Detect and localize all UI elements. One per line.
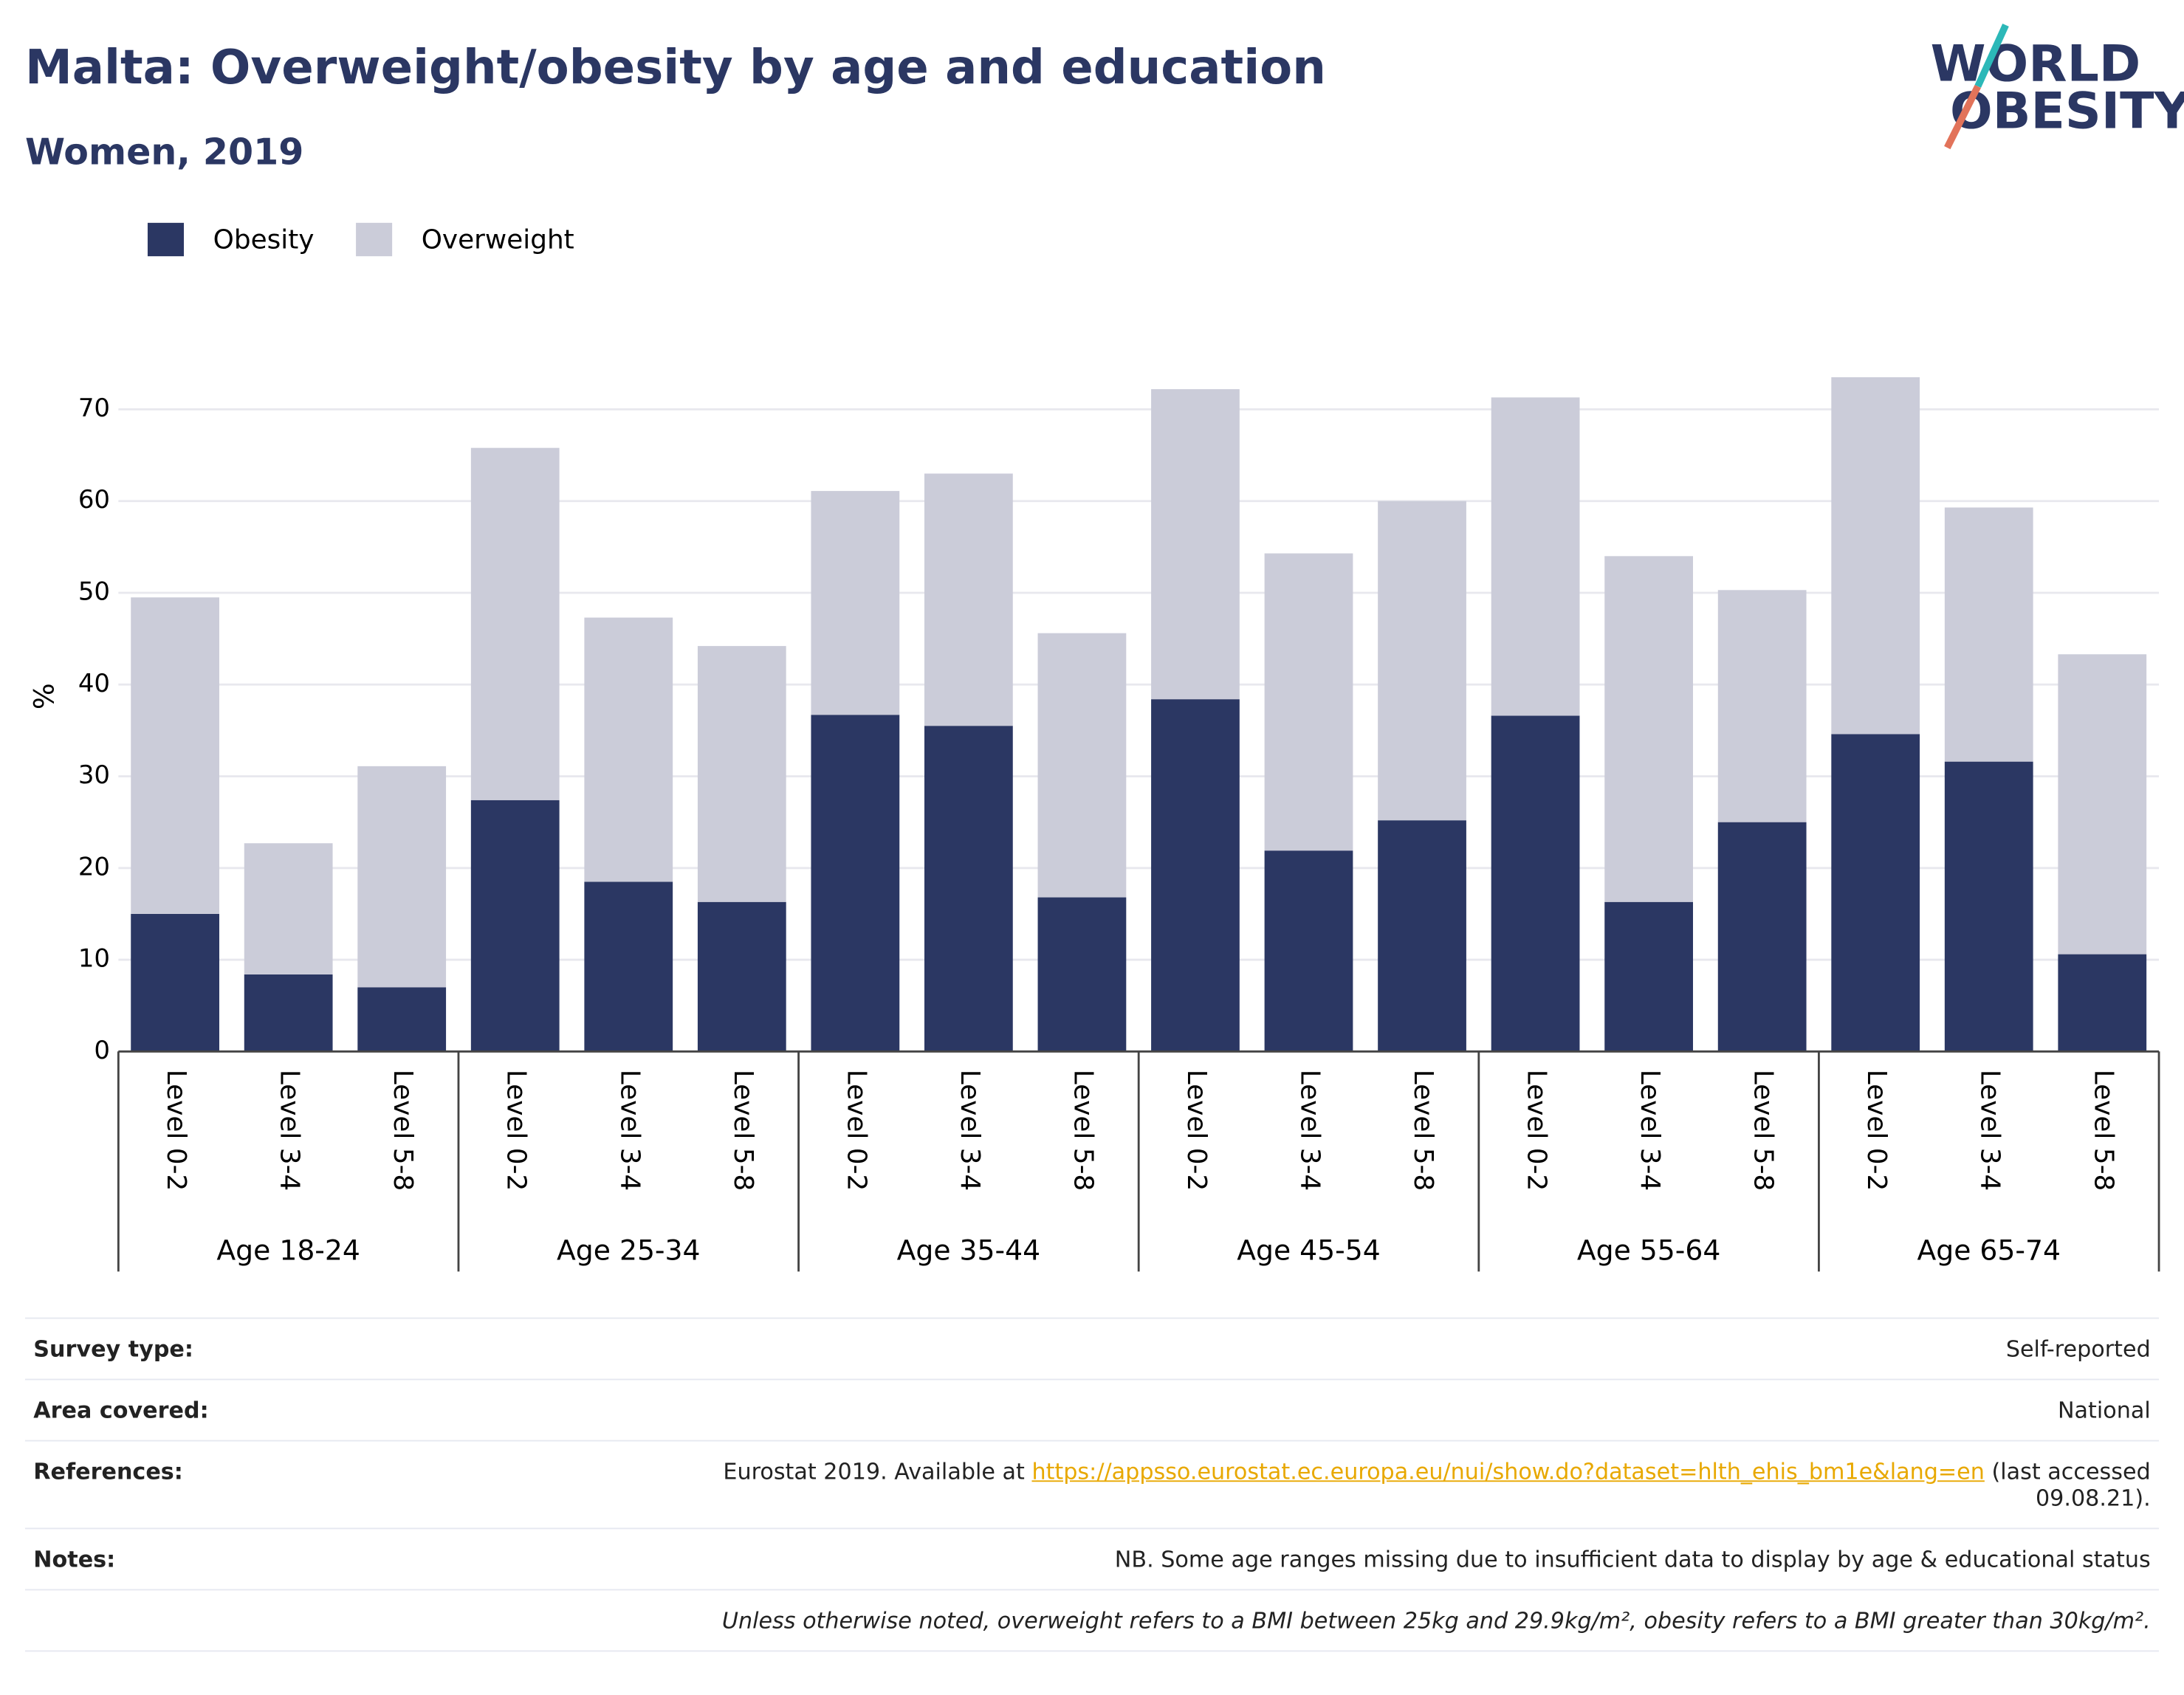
bar-segment bbox=[244, 843, 333, 974]
bar-segment bbox=[1944, 507, 2033, 762]
footer-row: Notes: NB. Some age ranges missing due to… bbox=[24, 1527, 2160, 1589]
x-tick-label: Level 3-4 bbox=[1635, 1070, 1665, 1191]
x-tick-label: Level 3-4 bbox=[955, 1070, 985, 1191]
footer-value: National bbox=[2057, 1397, 2151, 1423]
group-label: Age 18-24 bbox=[216, 1234, 360, 1266]
logo-slash bbox=[1974, 24, 2009, 88]
bar-segment bbox=[357, 987, 447, 1052]
bar-segment bbox=[697, 646, 786, 902]
y-tick-label: 60 bbox=[78, 485, 110, 515]
bar-segment bbox=[2058, 654, 2147, 955]
bar-segment bbox=[1378, 820, 1466, 1052]
x-tick-label: Level 5-8 bbox=[1068, 1070, 1098, 1191]
x-tick-label: Level 5-8 bbox=[1408, 1070, 1438, 1191]
footer-value: Self-reported bbox=[2005, 1335, 2151, 1362]
bar-segment bbox=[1491, 715, 1580, 1052]
group-label: Age 45-54 bbox=[1237, 1234, 1381, 1266]
bar-segment bbox=[1151, 389, 1240, 700]
footer-label: Area covered: bbox=[33, 1397, 209, 1423]
group-label: Age 55-64 bbox=[1577, 1234, 1721, 1266]
x-tick-label: Level 3-4 bbox=[1295, 1070, 1325, 1191]
y-tick-label: 10 bbox=[78, 944, 110, 974]
reference-suffix: (last accessed 09.08.21). bbox=[1984, 1458, 2151, 1511]
bar-segment bbox=[1717, 822, 1807, 1052]
x-tick-label: Level 5-8 bbox=[728, 1070, 758, 1191]
y-tick-label: 30 bbox=[78, 760, 110, 790]
footer-row: Area covered: National bbox=[24, 1378, 2160, 1440]
logo-slash bbox=[1944, 84, 1982, 150]
legend-label: Overweight bbox=[422, 224, 574, 255]
x-tick-label: Level 0-2 bbox=[1861, 1070, 1892, 1191]
bar-segment bbox=[811, 491, 900, 715]
footer-label: Notes: bbox=[33, 1545, 116, 1572]
footer-row: Survey type: Self-reported bbox=[24, 1317, 2160, 1379]
bar-segment bbox=[1944, 761, 2033, 1052]
logo-line1: WORLD bbox=[1931, 35, 2141, 93]
x-tick-label: Level 0-2 bbox=[161, 1070, 191, 1191]
bar-segment bbox=[1604, 556, 1694, 902]
x-tick-label: Level 5-8 bbox=[388, 1070, 418, 1191]
y-tick-label: 40 bbox=[78, 669, 110, 698]
footer-row: Unless otherwise noted, overweight refer… bbox=[24, 1589, 2160, 1652]
bar-segment bbox=[1037, 633, 1127, 898]
x-tick-label: Level 0-2 bbox=[841, 1070, 871, 1191]
chart-title: Malta: Overweight/obesity by age and edu… bbox=[25, 40, 1326, 95]
y-tick-label: 70 bbox=[78, 393, 110, 423]
definition-note: Unless otherwise noted, overweight refer… bbox=[721, 1606, 2151, 1634]
legend-label: Obesity bbox=[213, 224, 315, 255]
bar-segment bbox=[1378, 501, 1466, 821]
bar-segment bbox=[1037, 897, 1127, 1052]
reference-link[interactable]: https://appsso.eurostat.ec.europa.eu/nui… bbox=[1031, 1458, 1985, 1485]
bar-segment bbox=[1491, 397, 1580, 716]
bar-segment bbox=[470, 447, 560, 800]
x-tick-label: Level 0-2 bbox=[1522, 1070, 1552, 1191]
bar-segment bbox=[2058, 954, 2147, 1052]
group-label: Age 25-34 bbox=[557, 1234, 701, 1266]
bar-segment bbox=[1604, 901, 1694, 1052]
bar-segment bbox=[1151, 699, 1240, 1052]
group-label: Age 65-74 bbox=[1917, 1234, 2061, 1266]
bar-segment bbox=[584, 881, 673, 1052]
bar-segment bbox=[470, 800, 560, 1052]
legend-swatch bbox=[356, 222, 393, 257]
group-label: Age 35-44 bbox=[897, 1234, 1041, 1266]
bar-segment bbox=[1831, 377, 1920, 735]
footer-label: Survey type: bbox=[33, 1335, 193, 1362]
bar-segment bbox=[697, 901, 786, 1052]
y-tick-label: 20 bbox=[78, 852, 110, 881]
bar-segment bbox=[924, 473, 1013, 726]
footer-value: Eurostat 2019. Available at https://apps… bbox=[653, 1458, 2151, 1511]
bar-segment bbox=[584, 617, 673, 882]
footer-row: References: Eurostat 2019. Available at h… bbox=[24, 1440, 2160, 1528]
bar-segment bbox=[131, 597, 220, 914]
bar-segment bbox=[924, 726, 1013, 1052]
x-tick-label: Level 3-4 bbox=[614, 1070, 645, 1191]
bar-segment bbox=[131, 913, 220, 1052]
bar-segment bbox=[1264, 850, 1353, 1052]
x-tick-label: Level 3-4 bbox=[275, 1070, 305, 1191]
footer-label: References: bbox=[33, 1458, 183, 1485]
x-tick-label: Level 3-4 bbox=[1975, 1070, 2005, 1191]
footer: Survey type: Self-reported Area covered: Na… bbox=[24, 1317, 2160, 1652]
bar-segment bbox=[1264, 553, 1353, 851]
reference-prefix: Eurostat 2019. Available at bbox=[723, 1458, 1032, 1485]
chart-subtitle: Women, 2019 bbox=[25, 131, 303, 173]
y-tick-label: 0 bbox=[94, 1036, 110, 1065]
bar-segment bbox=[811, 715, 900, 1052]
x-tick-label: Level 5-8 bbox=[1748, 1070, 1779, 1191]
bar-segment bbox=[244, 974, 333, 1052]
legend-swatch bbox=[147, 222, 185, 257]
y-tick-label: 50 bbox=[78, 577, 110, 607]
bar-segment bbox=[1831, 734, 1920, 1052]
footer-value: NB. Some age ranges missing due to insuf… bbox=[1114, 1545, 2151, 1572]
chart: Malta: Overweight/obesity by age and edu… bbox=[25, 24, 2184, 1272]
bar-segment bbox=[357, 766, 447, 988]
x-tick-label: Level 5-8 bbox=[2088, 1070, 2118, 1191]
y-axis-label: % bbox=[28, 683, 61, 709]
bar-segment bbox=[1717, 590, 1807, 822]
x-tick-label: Level 0-2 bbox=[1181, 1070, 1212, 1191]
x-tick-label: Level 0-2 bbox=[501, 1070, 532, 1191]
logo-line2: OBESITY bbox=[1950, 83, 2184, 141]
